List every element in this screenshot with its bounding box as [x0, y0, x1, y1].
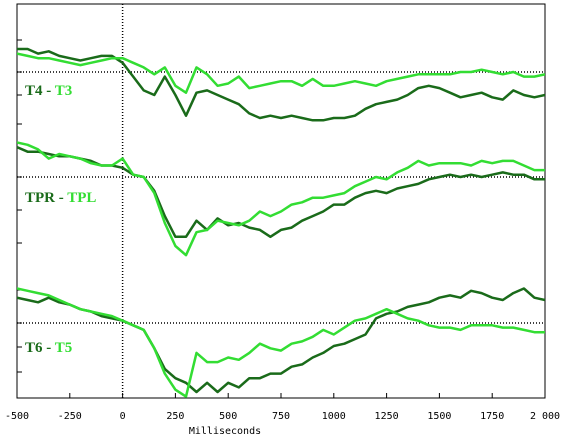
panel-1: T4 - T3	[17, 39, 545, 125]
x-tick-label: 1250	[375, 411, 399, 422]
x-tick-label: 500	[219, 411, 237, 422]
series-line-t5	[17, 287, 545, 398]
x-axis-label: Milliseconds	[189, 426, 261, 437]
x-tick-label: 1500	[427, 411, 451, 422]
series-line-t3	[17, 52, 545, 94]
panels: T4 - T3 TPR - TPL T6 - T5	[17, 39, 545, 398]
panel-label: T6 - T5	[25, 340, 72, 356]
series-line-t4	[17, 47, 545, 122]
x-tick-label: 2 000	[530, 411, 560, 422]
series-label-tpr: TPR	[25, 190, 55, 206]
series-label-tpl: TPL	[67, 190, 96, 206]
x-tick-label: 0	[120, 411, 126, 422]
panel-label: TPR - TPL	[25, 190, 96, 206]
series-label-t6: T6	[25, 340, 43, 356]
label-separator: -	[43, 83, 55, 99]
panel-2: TPR - TPL	[17, 141, 545, 257]
series-label-t5: T5	[55, 340, 73, 356]
series-line-tpl	[17, 141, 545, 257]
x-axis-ticks	[16, 393, 546, 398]
label-separator: -	[43, 340, 55, 356]
x-tick-label: 1000	[322, 411, 346, 422]
x-tick-labels: -500 -250 0 250 500 750 1000 1250 1500 1750 2 000	[5, 411, 560, 422]
x-tick-label: -250	[58, 411, 82, 422]
x-tick-label: -500	[5, 411, 29, 422]
x-tick-label: 250	[166, 411, 184, 422]
label-separator: -	[55, 190, 67, 206]
panel-label: T4 - T3	[25, 83, 72, 99]
x-tick-label: 1750	[480, 411, 504, 422]
panel-3: T6 - T5	[17, 287, 545, 398]
series-label-t4: T4	[25, 83, 43, 99]
series-label-t3: T3	[55, 83, 73, 99]
plot-frame	[16, 3, 546, 399]
x-tick-label: 750	[272, 411, 290, 422]
